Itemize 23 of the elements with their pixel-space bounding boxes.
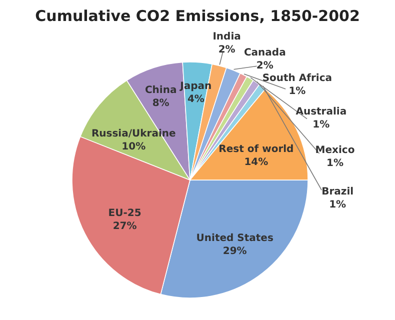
data-label: 2% bbox=[256, 60, 274, 72]
slice-label: Mexico bbox=[315, 145, 355, 156]
data-label: 1% bbox=[326, 158, 344, 170]
slice-label: India bbox=[212, 32, 241, 43]
data-label: 29% bbox=[222, 246, 247, 257]
data-label: 1% bbox=[312, 119, 330, 130]
data-label: 1% bbox=[329, 199, 346, 210]
chart-title: Cumulative CO2 Emissions, 1850-2002 bbox=[35, 7, 360, 25]
slice-label: Rest of world bbox=[218, 144, 294, 155]
data-label: 10% bbox=[122, 141, 146, 152]
data-label: 14% bbox=[244, 156, 268, 168]
data-label: 2% bbox=[218, 44, 236, 56]
slice-label: South Africa bbox=[262, 72, 332, 84]
data-label: 27% bbox=[112, 221, 137, 232]
slice-label: Canada bbox=[244, 47, 286, 58]
data-label: 8% bbox=[152, 98, 170, 110]
slice-label: China bbox=[144, 85, 177, 96]
slice-label: United States bbox=[196, 232, 274, 244]
slice-label: EU-25 bbox=[108, 208, 142, 220]
data-label: 1% bbox=[288, 86, 306, 97]
slice-label: Brazil bbox=[322, 186, 354, 198]
data-label: 4% bbox=[187, 94, 204, 105]
slice-label: Australia bbox=[296, 106, 347, 118]
